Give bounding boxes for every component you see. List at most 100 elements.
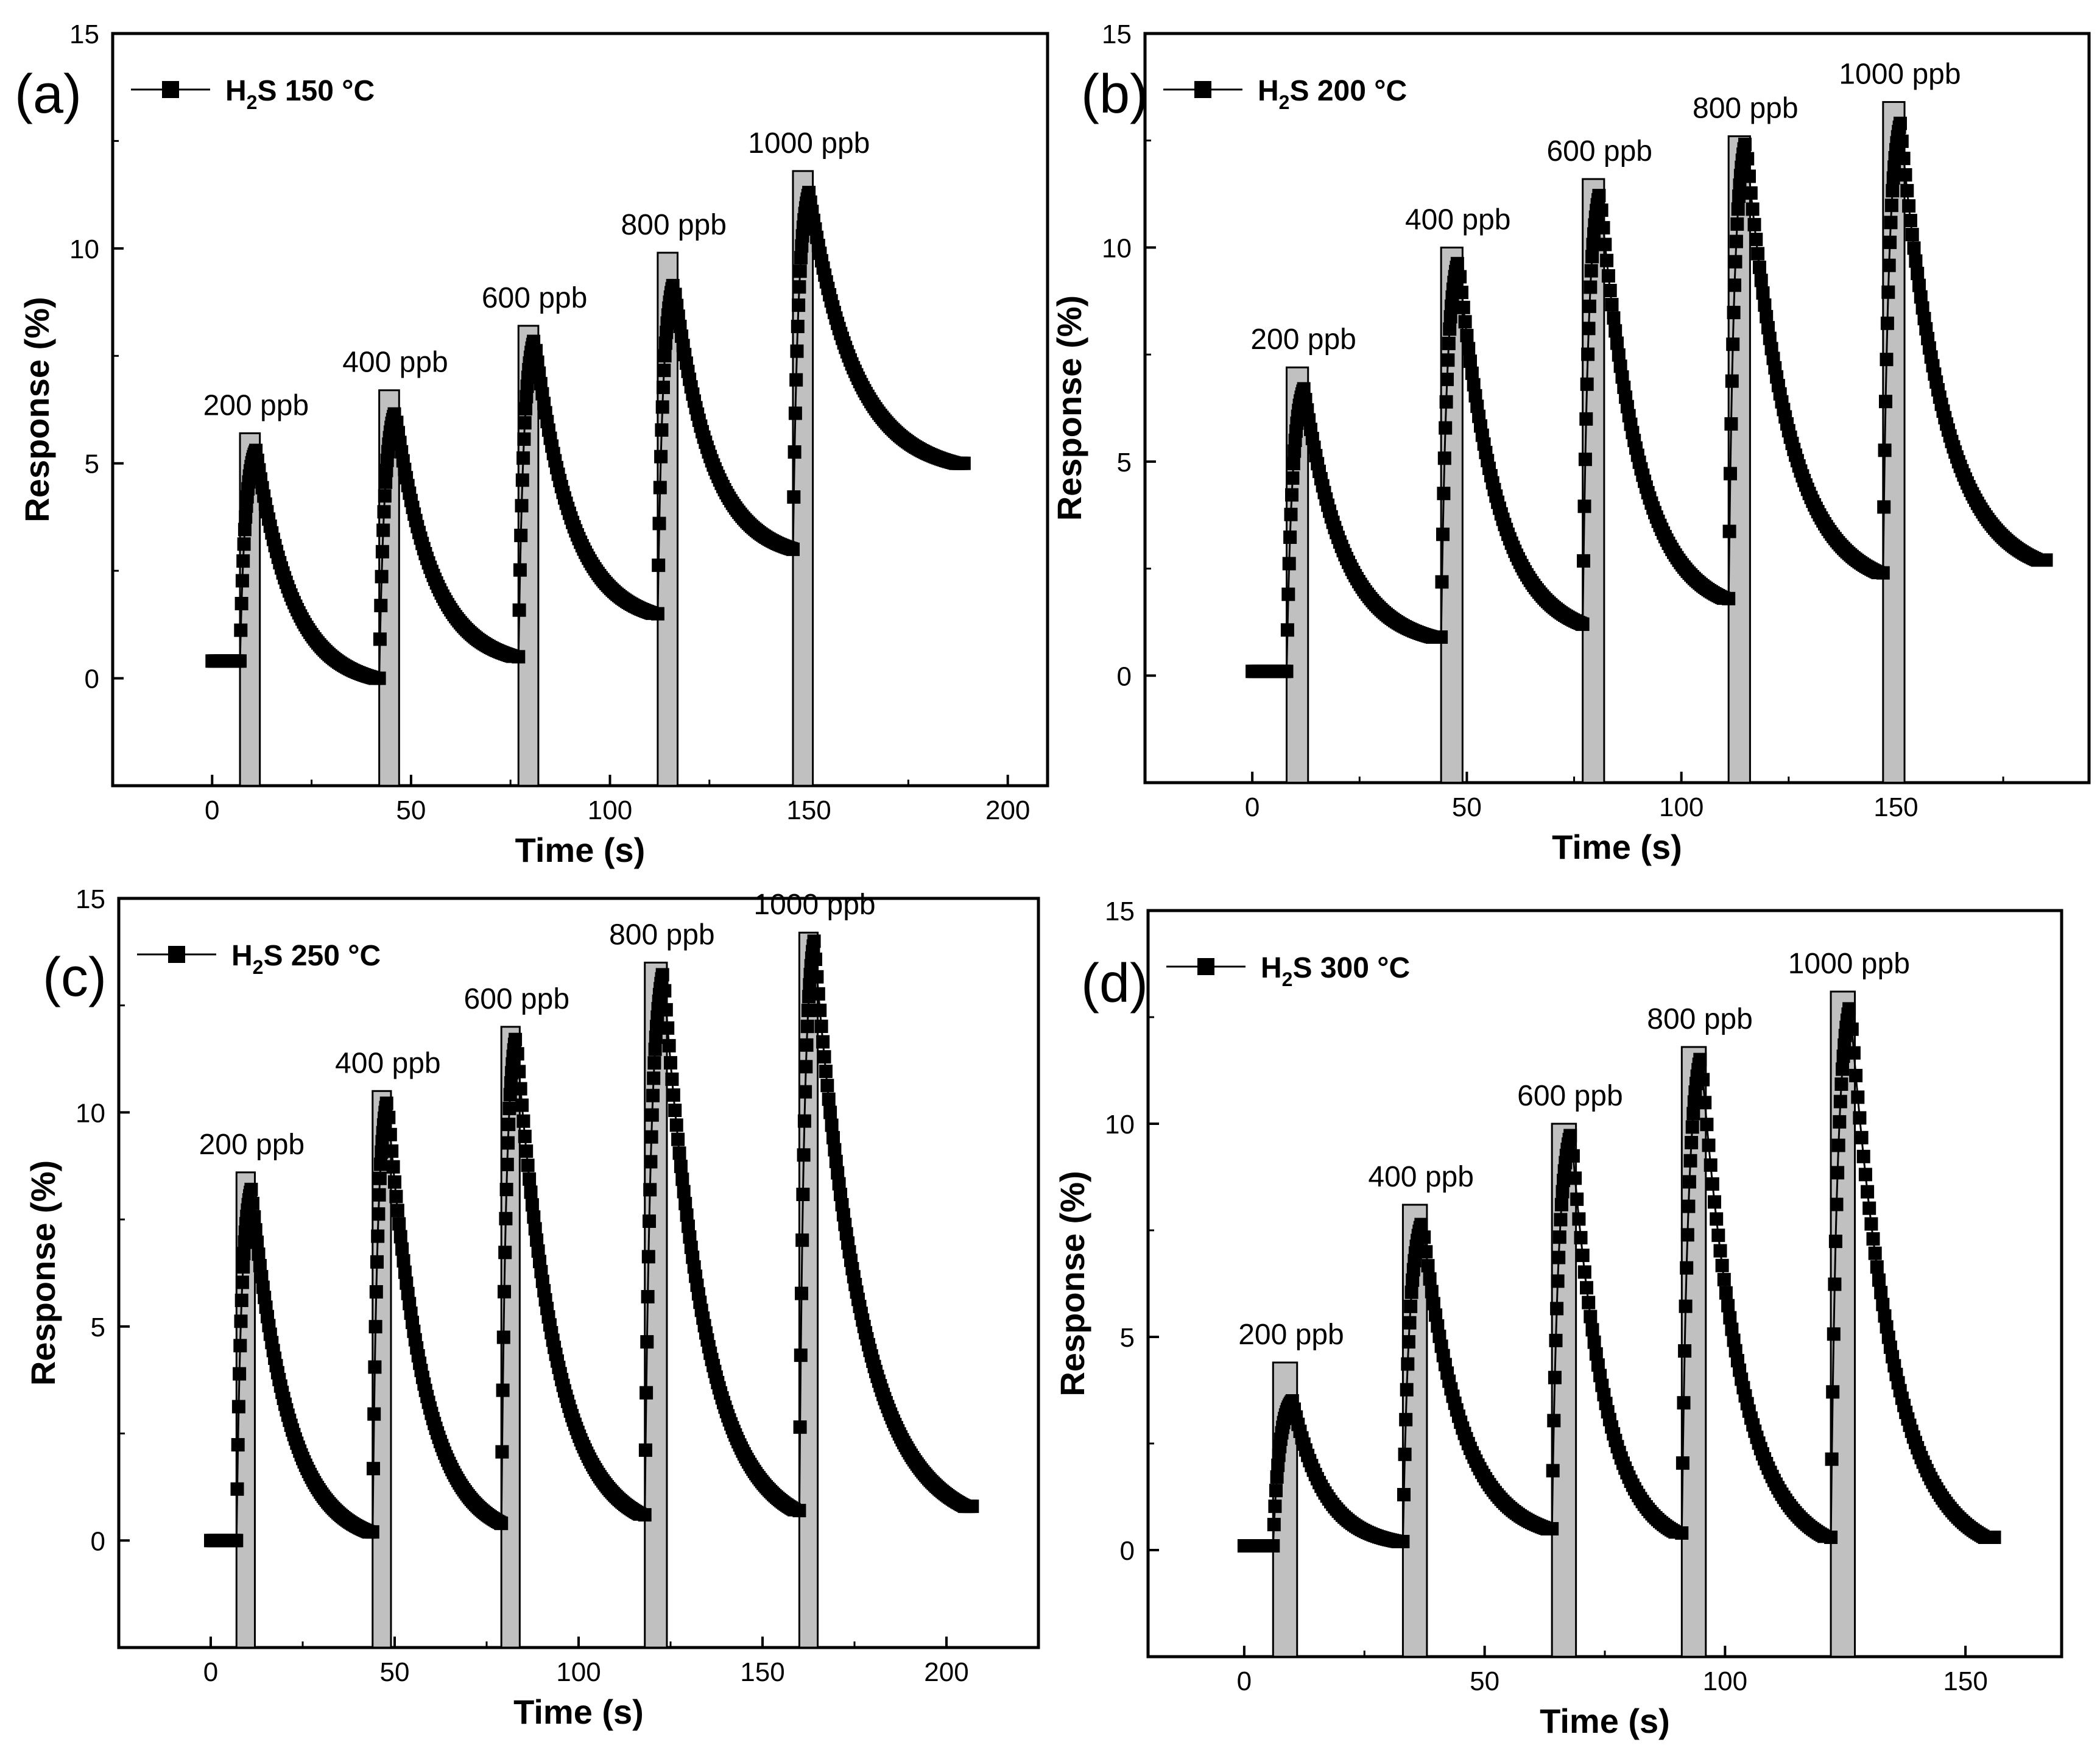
data-point <box>664 1056 677 1070</box>
concentration-label: 1000 ppb <box>748 127 870 160</box>
data-point <box>665 1072 679 1086</box>
data-point <box>530 355 544 369</box>
data-point <box>1849 1068 1863 1082</box>
data-point <box>1612 348 1626 362</box>
data-point <box>1577 1265 1591 1279</box>
x-axis-label: Time (s) <box>1552 828 1682 866</box>
data-point <box>1596 220 1610 234</box>
data-point <box>236 554 250 568</box>
data-point <box>234 623 248 637</box>
data-point <box>1675 1526 1689 1540</box>
data-point <box>368 1360 382 1374</box>
data-point <box>1856 1149 1870 1163</box>
data-point <box>678 1197 692 1211</box>
data-point <box>794 1348 808 1362</box>
data-point <box>1886 171 1900 185</box>
data-point <box>1607 311 1621 325</box>
x-tick-label: 150 <box>1873 792 1918 822</box>
data-point <box>1585 1323 1599 1337</box>
data-point <box>1434 630 1448 644</box>
data-point <box>533 1255 546 1269</box>
data-point <box>1732 189 1746 203</box>
data-point <box>372 1207 386 1221</box>
data-point <box>1443 322 1457 336</box>
plot-frame <box>1143 32 2091 784</box>
data-point <box>1441 353 1455 367</box>
data-point <box>649 1031 663 1044</box>
data-point <box>1825 1452 1839 1466</box>
data-point <box>1266 1539 1280 1553</box>
data-point <box>1828 1277 1842 1291</box>
data-point <box>1426 1297 1440 1311</box>
y-tick-label: 5 <box>1120 1323 1135 1353</box>
y-tick-label: 10 <box>1105 1110 1135 1140</box>
data-point <box>235 574 249 588</box>
data-point <box>528 1222 542 1236</box>
data-point <box>1855 1130 1869 1144</box>
data-point <box>1584 1310 1598 1324</box>
chart-panel-a: 0 50 100 150 200 0 5 10 15 Time (s) Response (%) H2… <box>0 0 1050 880</box>
data-point <box>789 373 803 387</box>
data-point <box>1894 116 1907 130</box>
data-point <box>657 364 671 378</box>
data-point <box>371 1229 385 1243</box>
data-point <box>1726 337 1740 351</box>
data-point <box>1827 1327 1841 1341</box>
data-point <box>512 603 526 617</box>
data-point <box>1270 1470 1284 1484</box>
data-point <box>375 545 389 559</box>
data-point <box>1741 152 1755 166</box>
data-point <box>1828 1235 1842 1249</box>
data-point <box>516 451 530 465</box>
data-point <box>829 1154 843 1168</box>
data-point <box>1987 1531 2001 1544</box>
data-point <box>645 1108 659 1122</box>
data-point <box>1458 315 1472 329</box>
data-point <box>683 1230 697 1244</box>
data-point <box>1685 1136 1699 1149</box>
data-point <box>1895 134 1909 148</box>
data-point <box>1729 234 1743 249</box>
data-point <box>1268 1500 1282 1514</box>
data-point <box>1594 203 1608 217</box>
data-point <box>385 1144 399 1158</box>
data-point <box>646 1088 660 1102</box>
data-point <box>236 1260 250 1274</box>
data-point <box>1831 1138 1845 1152</box>
data-point <box>668 1104 682 1117</box>
data-point <box>501 1136 515 1150</box>
data-point <box>680 1208 694 1222</box>
data-point <box>524 1185 538 1199</box>
data-point <box>1417 1230 1431 1244</box>
concentration-label: 600 ppb <box>464 983 570 1015</box>
data-point <box>1851 1090 1865 1104</box>
x-tick-label: 0 <box>203 1657 218 1687</box>
gas-on-bar <box>1551 1123 1577 1658</box>
data-point <box>1431 1319 1445 1333</box>
data-point <box>652 516 666 531</box>
data-point <box>253 1259 267 1272</box>
panel-label-d: (d) <box>1081 953 1148 1014</box>
y-tick-label: 10 <box>76 1098 105 1128</box>
data-point <box>529 344 543 358</box>
concentration-label: 800 ppb <box>1693 93 1799 125</box>
data-point <box>828 1143 842 1157</box>
data-point <box>1915 301 1929 315</box>
data-point <box>231 1438 245 1452</box>
data-point <box>1269 1484 1283 1498</box>
data-point <box>1605 298 1619 312</box>
data-point <box>382 1110 396 1124</box>
data-point <box>648 1042 662 1056</box>
data-point <box>786 542 800 556</box>
x-tick-label: 150 <box>740 1657 784 1687</box>
data-point <box>1882 258 1896 272</box>
data-point <box>1754 273 1768 287</box>
data-point <box>503 1088 517 1102</box>
data-point <box>374 1157 387 1171</box>
data-point <box>1870 1260 1884 1274</box>
data-point <box>512 650 526 664</box>
y-tick-label: 15 <box>1105 897 1135 926</box>
data-point <box>376 523 390 537</box>
data-point <box>1439 421 1453 435</box>
